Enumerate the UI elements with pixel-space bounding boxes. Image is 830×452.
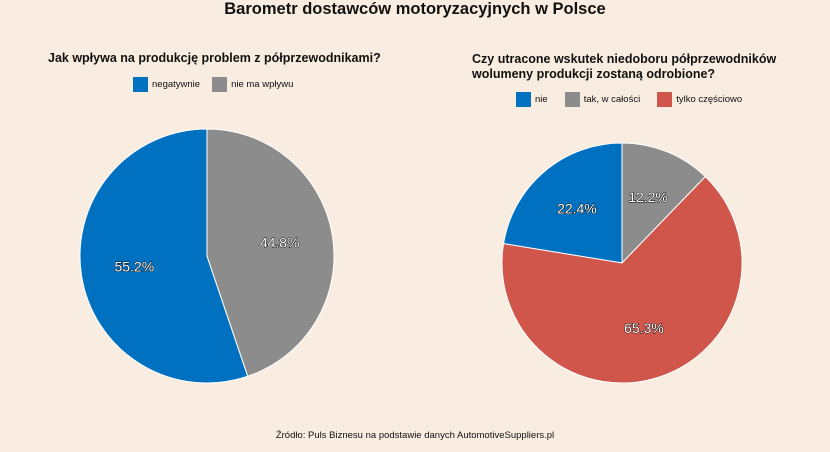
pie-data-label: 65.3% bbox=[624, 320, 664, 336]
legend-item-tylko-czesciowo: tylko częściowo bbox=[657, 92, 742, 107]
legend-swatch bbox=[212, 77, 228, 92]
pie-slice-negatywnie bbox=[79, 128, 249, 384]
legend-label: tak, w całości bbox=[583, 94, 641, 105]
pie-data-label: 44.8% bbox=[260, 235, 300, 251]
legend-swatch bbox=[564, 92, 580, 107]
pie-data-label: 22.4% bbox=[557, 201, 597, 217]
left-legend: negatywnie nie ma wpływu bbox=[133, 77, 293, 92]
pie-slice-tylko-częściowo bbox=[501, 175, 743, 384]
left-chart-title: Jak wpływa na produkcję problem z półprz… bbox=[48, 51, 381, 65]
legend-label: negatywnie bbox=[152, 79, 201, 90]
source-note: Źródło: Puls Biznesu na podstawie danych… bbox=[275, 430, 555, 441]
legend-swatch bbox=[657, 92, 673, 107]
legend-item-tak-w-calosci: tak, w całości bbox=[564, 92, 641, 107]
legend-label: tylko częściowo bbox=[676, 94, 743, 105]
chart-main-title: Barometr dostawców motoryzacyjnych w Pol… bbox=[224, 0, 606, 18]
legend-swatch bbox=[516, 92, 531, 107]
pie-data-label: 12.2% bbox=[628, 189, 668, 205]
legend-label: nie ma wpływu bbox=[231, 79, 294, 90]
pie-slice-tak-w-całości bbox=[621, 142, 707, 265]
legend-item-negatywnie: negatywnie bbox=[133, 77, 200, 92]
pie-slice-nie-ma-wpływu bbox=[206, 128, 335, 377]
legend-item-nie-ma-wplywu: nie ma wpływu bbox=[212, 77, 293, 92]
right-legend: nie tak, w całości tylko częściowo bbox=[516, 92, 742, 107]
legend-item-nie: nie bbox=[516, 92, 548, 107]
right-chart-title: Czy utracone wskutek niedoboru półprzewo… bbox=[472, 52, 777, 81]
pie-slice-nie bbox=[502, 142, 623, 264]
pie-data-label: 55.2% bbox=[114, 259, 154, 275]
legend-swatch bbox=[133, 77, 148, 92]
legend-label: nie bbox=[535, 94, 548, 105]
